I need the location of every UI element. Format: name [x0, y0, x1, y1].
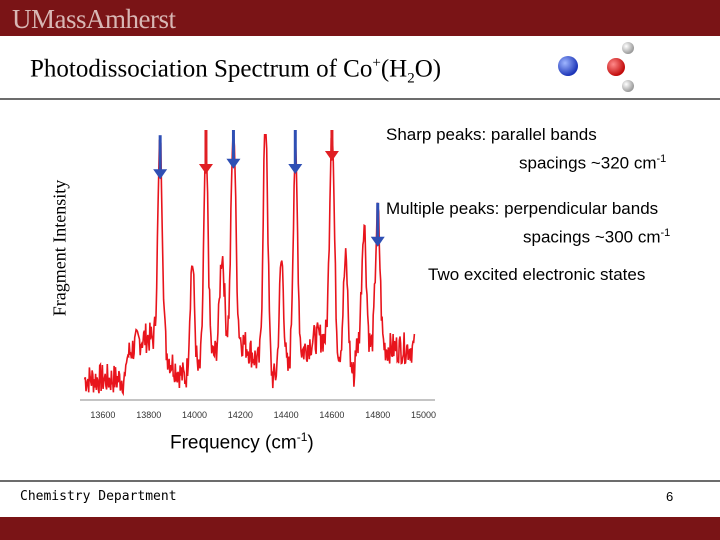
x-axis-label-main: Frequency (cm — [170, 432, 297, 454]
x-tick-label: 14800 — [365, 410, 390, 420]
blue-arrow-marker — [153, 135, 168, 180]
x-tick-label: 14200 — [228, 410, 253, 420]
footer-divider — [0, 480, 720, 482]
title-sub: 2 — [407, 70, 415, 87]
slide-title: Photodissociation Spectrum of Co+(H2O) — [30, 55, 441, 87]
note-sharp-line1: Sharp peaks: parallel bands — [386, 125, 597, 144]
arrow-head — [370, 236, 385, 247]
umass-logo: UMassAmherst — [12, 4, 176, 34]
blue-arrow-marker — [226, 130, 241, 169]
arrow-head — [288, 164, 303, 174]
x-axis-label: Frequency (cm-1) — [170, 430, 314, 454]
x-tick-label: 14400 — [274, 410, 299, 420]
blue-arrow-marker — [370, 202, 385, 247]
arrow-head — [324, 151, 339, 161]
note-states: Two excited electronic states — [428, 265, 646, 284]
blue-arrow-marker — [288, 130, 303, 174]
y-axis-label: Fragment Intensity — [49, 179, 70, 317]
arrow-head — [226, 158, 241, 169]
title-main: Photodissociation Spectrum of Co — [30, 55, 373, 83]
x-tick-label: 14600 — [319, 410, 344, 420]
title-paren-close: O) — [414, 55, 442, 83]
hydrogen-atom-bottom — [622, 80, 634, 92]
note-multi-line1: Multiple peaks: perpendicular bands — [386, 199, 659, 218]
footer-department: Chemistry Department — [20, 489, 177, 504]
x-axis-label-sup: -1 — [296, 430, 308, 444]
x-tick-label: 13800 — [136, 410, 161, 420]
page-number: 6 — [666, 489, 674, 504]
molecule-icon — [558, 42, 634, 92]
arrow-head — [153, 169, 168, 180]
cobalt-atom — [558, 56, 578, 76]
title-paren-open: (H — [380, 55, 408, 83]
note-sharp-text: spacings ~320 cm — [519, 153, 657, 173]
spectrum-chart: 13600 13800 14000 14200 14400 14600 14800 15000 — [80, 130, 436, 420]
hydrogen-atom-top — [622, 42, 634, 54]
note-sharp-sup: -1 — [656, 153, 667, 165]
note-multi-sup: -1 — [660, 227, 671, 239]
footer-banner — [0, 517, 720, 540]
note-multi-line2: spacings ~300 cm-1 — [523, 222, 670, 249]
x-tick-label: 15000 — [411, 410, 436, 420]
arrow-head — [198, 164, 213, 174]
red-arrow-marker — [198, 130, 213, 174]
note-multi-text: spacings ~300 cm — [523, 227, 661, 247]
note-sharp-line2: spacings ~320 cm-1 — [519, 148, 666, 175]
x-axis-label-close: ) — [307, 432, 314, 454]
title-band — [0, 36, 720, 100]
header-banner: UMassAmherst — [0, 0, 720, 36]
red-arrow-marker — [324, 130, 339, 161]
x-tick-label: 14000 — [182, 410, 207, 420]
oxygen-atom — [607, 58, 625, 76]
title-sup: + — [372, 55, 381, 71]
x-tick-label: 13600 — [90, 410, 115, 420]
spectrum-trace — [83, 132, 416, 397]
